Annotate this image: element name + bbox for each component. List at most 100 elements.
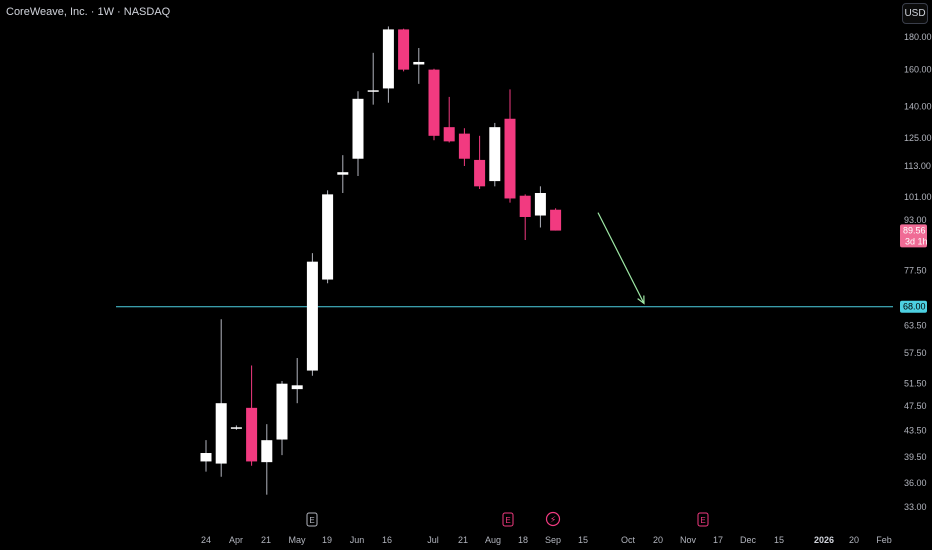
time-tick-label: 15	[578, 535, 588, 545]
candle-body	[246, 407, 258, 462]
time-tick-label: 18	[518, 535, 528, 545]
candle-body	[504, 118, 516, 199]
last-price-text: 89.56	[903, 225, 926, 235]
price-tick-label: 113.00	[904, 161, 931, 171]
time-tick-label: Feb	[876, 535, 892, 545]
projection-arrow-line[interactable]	[597, 212, 645, 304]
svg-text:⚡: ⚡	[550, 515, 556, 525]
price-tick-label: 43.50	[904, 425, 927, 435]
candle-body	[261, 440, 273, 463]
candle-body	[382, 29, 394, 89]
candle[interactable]	[246, 365, 258, 466]
candle-body	[276, 383, 288, 440]
candle[interactable]	[382, 26, 394, 103]
candle[interactable]	[352, 91, 364, 176]
candle-body	[215, 403, 227, 464]
price-tick-label: 160.00	[904, 65, 932, 75]
candle[interactable]	[306, 253, 318, 376]
projection-arrow-head	[637, 295, 645, 305]
time-tick-label: 21	[458, 535, 468, 545]
candle[interactable]	[230, 425, 242, 430]
candle[interactable]	[443, 96, 455, 143]
candle-body	[443, 127, 455, 142]
candle[interactable]	[428, 68, 440, 141]
earnings-marker-icon[interactable]: E	[306, 512, 318, 527]
candle[interactable]	[398, 28, 410, 72]
candle-body	[428, 69, 440, 136]
price-tick-label: 125.00	[904, 133, 932, 143]
candle-body	[322, 194, 334, 280]
candle[interactable]	[504, 89, 516, 203]
candle[interactable]	[367, 52, 379, 105]
time-tick-label: 21	[261, 535, 271, 545]
time-tick-label: Apr	[229, 535, 243, 545]
candle-body	[458, 133, 470, 159]
candle-body	[413, 61, 425, 65]
candle-body	[489, 127, 501, 182]
time-tick-label: May	[288, 535, 306, 545]
time-tick-label: 17	[713, 535, 723, 545]
price-tick-label: 33.00	[904, 502, 927, 512]
candle[interactable]	[550, 208, 562, 231]
candle[interactable]	[200, 440, 212, 472]
candle-body	[200, 453, 212, 462]
candle[interactable]	[322, 190, 334, 284]
svg-text:E: E	[309, 516, 314, 525]
time-tick-label: Nov	[680, 535, 697, 545]
candle[interactable]	[276, 381, 288, 456]
candle[interactable]	[534, 186, 546, 228]
candle[interactable]	[215, 319, 227, 477]
price-tick-label: 57.50	[904, 348, 927, 358]
candle[interactable]	[519, 194, 531, 241]
price-tick-label: 93.00	[904, 215, 927, 225]
time-tick-label: 20	[849, 535, 859, 545]
svg-text:E: E	[505, 516, 510, 525]
time-tick-label: Aug	[485, 535, 501, 545]
candle[interactable]	[458, 128, 470, 166]
price-tick-label: 36.00	[904, 478, 927, 488]
candle[interactable]	[291, 358, 303, 404]
candle-body	[352, 98, 364, 159]
chart-title: CoreWeave, Inc. · 1W · NASDAQ	[6, 6, 171, 18]
candle-body	[474, 159, 486, 187]
split-marker-icon[interactable]: ⚡	[545, 511, 561, 527]
time-tick-label: Sep	[545, 535, 561, 545]
price-tick-label: 63.50	[904, 321, 927, 331]
projection-arrow-layer	[597, 212, 645, 305]
time-tick-label: 15	[774, 535, 784, 545]
time-tick-label: 24	[201, 535, 211, 545]
candle-body	[534, 193, 546, 216]
price-tick-label: 77.50	[904, 265, 927, 275]
price-axis[interactable]: 180.00 160.00 140.00 125.00 113.00 101.00 93.0…	[900, 32, 932, 512]
candle-body	[306, 261, 318, 371]
earnings-marker-icon[interactable]: E	[697, 512, 709, 527]
candle-body	[519, 195, 531, 217]
candle[interactable]	[474, 135, 486, 189]
time-tick-label: Dec	[740, 535, 757, 545]
price-tick-label: 51.50	[904, 379, 927, 389]
candle[interactable]	[337, 155, 349, 194]
earnings-marker-icon[interactable]: E	[502, 512, 514, 527]
support-line-price-text: 68.00	[903, 302, 926, 312]
time-tick-label: Jul	[427, 535, 439, 545]
price-tick-label: 47.50	[904, 401, 927, 411]
price-tick-label: 101.00	[904, 192, 932, 202]
support-line-price-badge: 68.00	[900, 300, 927, 313]
candle-body	[230, 427, 242, 429]
time-axis[interactable]: 24 Apr 21 May 19 Jun 16 Jul 21 Aug 18 Sep 15 Oct 20 Nov…	[201, 535, 892, 545]
candle[interactable]	[489, 122, 501, 187]
candle-body	[291, 385, 303, 390]
currency-button[interactable]: USD	[902, 3, 928, 24]
candle-body	[398, 29, 410, 70]
time-tick-label: 19	[322, 535, 332, 545]
price-tick-label: 39.50	[904, 452, 927, 462]
candle-body	[367, 90, 379, 92]
price-tick-label: 180.00	[904, 32, 932, 42]
time-tick-label: Jun	[350, 535, 365, 545]
candle[interactable]	[413, 47, 425, 84]
candle[interactable]	[261, 424, 273, 495]
svg-text:E: E	[700, 516, 705, 525]
